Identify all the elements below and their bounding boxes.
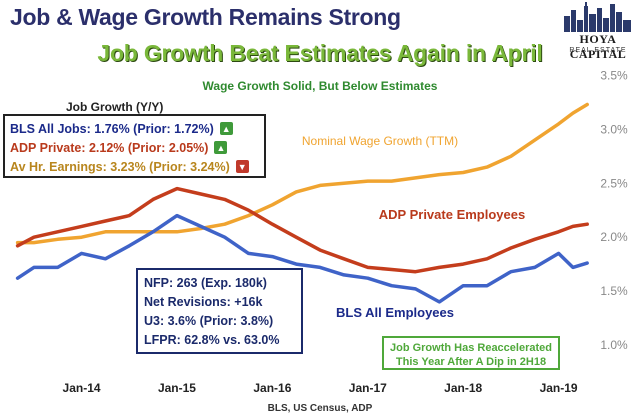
chart-title: Job & Wage Growth Remains Strong xyxy=(10,4,401,30)
series-lines xyxy=(15,102,589,304)
note-line-1: Job Growth Has Reaccelerated xyxy=(389,342,552,354)
job-growth-box: BLS All Jobs: 1.76% (Prior: 1.72%) ▲ ADP… xyxy=(3,114,266,178)
y-tick-label: 2.5% xyxy=(600,176,628,190)
x-tick-label: Jan-15 xyxy=(158,381,196,395)
series-annotation: Nominal Wage Growth (TTM) xyxy=(302,134,458,148)
y-tick-label: 1.5% xyxy=(600,284,628,298)
series-annotation: BLS All Employees xyxy=(336,305,454,320)
x-tick-label: Jan-14 xyxy=(63,381,101,395)
stats-revisions: Net Revisions: +16k xyxy=(144,295,263,309)
stats-lfpr: LFPR: 62.8% vs. 63.0% xyxy=(144,333,280,347)
note-line-2: This Year After A Dip in 2H18 xyxy=(395,356,547,368)
skyline-icon xyxy=(564,2,631,32)
y-axis: 1.0% 1.5% 2.0% 2.5% 3.0% 3.5% xyxy=(600,68,628,352)
logo-name: HOYA CAPITAL xyxy=(569,32,627,61)
x-tick-label: Jan-16 xyxy=(253,381,291,395)
y-tick-label: 1.0% xyxy=(600,338,628,352)
series-annotation: ADP Private Employees xyxy=(379,207,525,222)
note-box: Job Growth Has Reaccelerated This Year A… xyxy=(382,336,560,370)
x-tick-label: Jan-18 xyxy=(444,381,482,395)
x-axis: Jan-14 Jan-15 Jan-16 Jan-17 Jan-18 Jan-19 xyxy=(63,381,578,395)
source-note: BLS, US Census, ADP xyxy=(267,403,373,414)
y-tick-label: 3.5% xyxy=(600,68,628,82)
job-growth-row-text: ADP Private: 2.12% (Prior: 2.05%) xyxy=(10,140,209,155)
y-tick-label: 2.0% xyxy=(600,230,628,244)
series-line-2 xyxy=(15,213,589,304)
up-triangle-icon: ▲ xyxy=(214,141,228,154)
series-line-1 xyxy=(15,186,589,274)
y-tick-label: 3.0% xyxy=(600,122,628,136)
stats-box: NFP: 263 (Exp. 180k) Net Revisions: +16k… xyxy=(136,268,303,354)
job-growth-row-bls: BLS All Jobs: 1.76% (Prior: 1.72%) ▲ xyxy=(5,119,264,138)
brand-logo: HOYA CAPITAL REAL ESTATE xyxy=(560,2,636,64)
x-tick-label: Jan-17 xyxy=(349,381,387,395)
job-growth-row-earnings: Av Hr. Earnings: 3.23% (Prior: 3.24%) ▼ xyxy=(5,157,264,176)
chart-subtitle: Job Growth Beat Estimates Again in April xyxy=(97,40,543,66)
job-growth-row-adp: ADP Private: 2.12% (Prior: 2.05%) ▲ xyxy=(5,138,264,157)
x-tick-label: Jan-19 xyxy=(540,381,578,395)
chart-subsubtitle: Wage Growth Solid, But Below Estimates xyxy=(202,79,438,93)
logo-subtitle: REAL ESTATE xyxy=(569,47,627,54)
series-annotations: Nominal Wage Growth (TTM) ADP Private Emp… xyxy=(302,134,525,320)
job-growth-row-text: BLS All Jobs: 1.76% (Prior: 1.72%) xyxy=(10,121,214,136)
job-growth-title: Job Growth (Y/Y) xyxy=(66,100,164,114)
stats-nfp: NFP: 263 (Exp. 180k) xyxy=(144,276,267,290)
up-triangle-icon: ▲ xyxy=(219,122,233,135)
down-triangle-icon: ▼ xyxy=(235,160,249,173)
series-line-0 xyxy=(15,102,589,245)
stats-u3: U3: 3.6% (Prior: 3.8%) xyxy=(144,314,274,328)
job-growth-row-text: Av Hr. Earnings: 3.23% (Prior: 3.24%) xyxy=(10,159,230,174)
